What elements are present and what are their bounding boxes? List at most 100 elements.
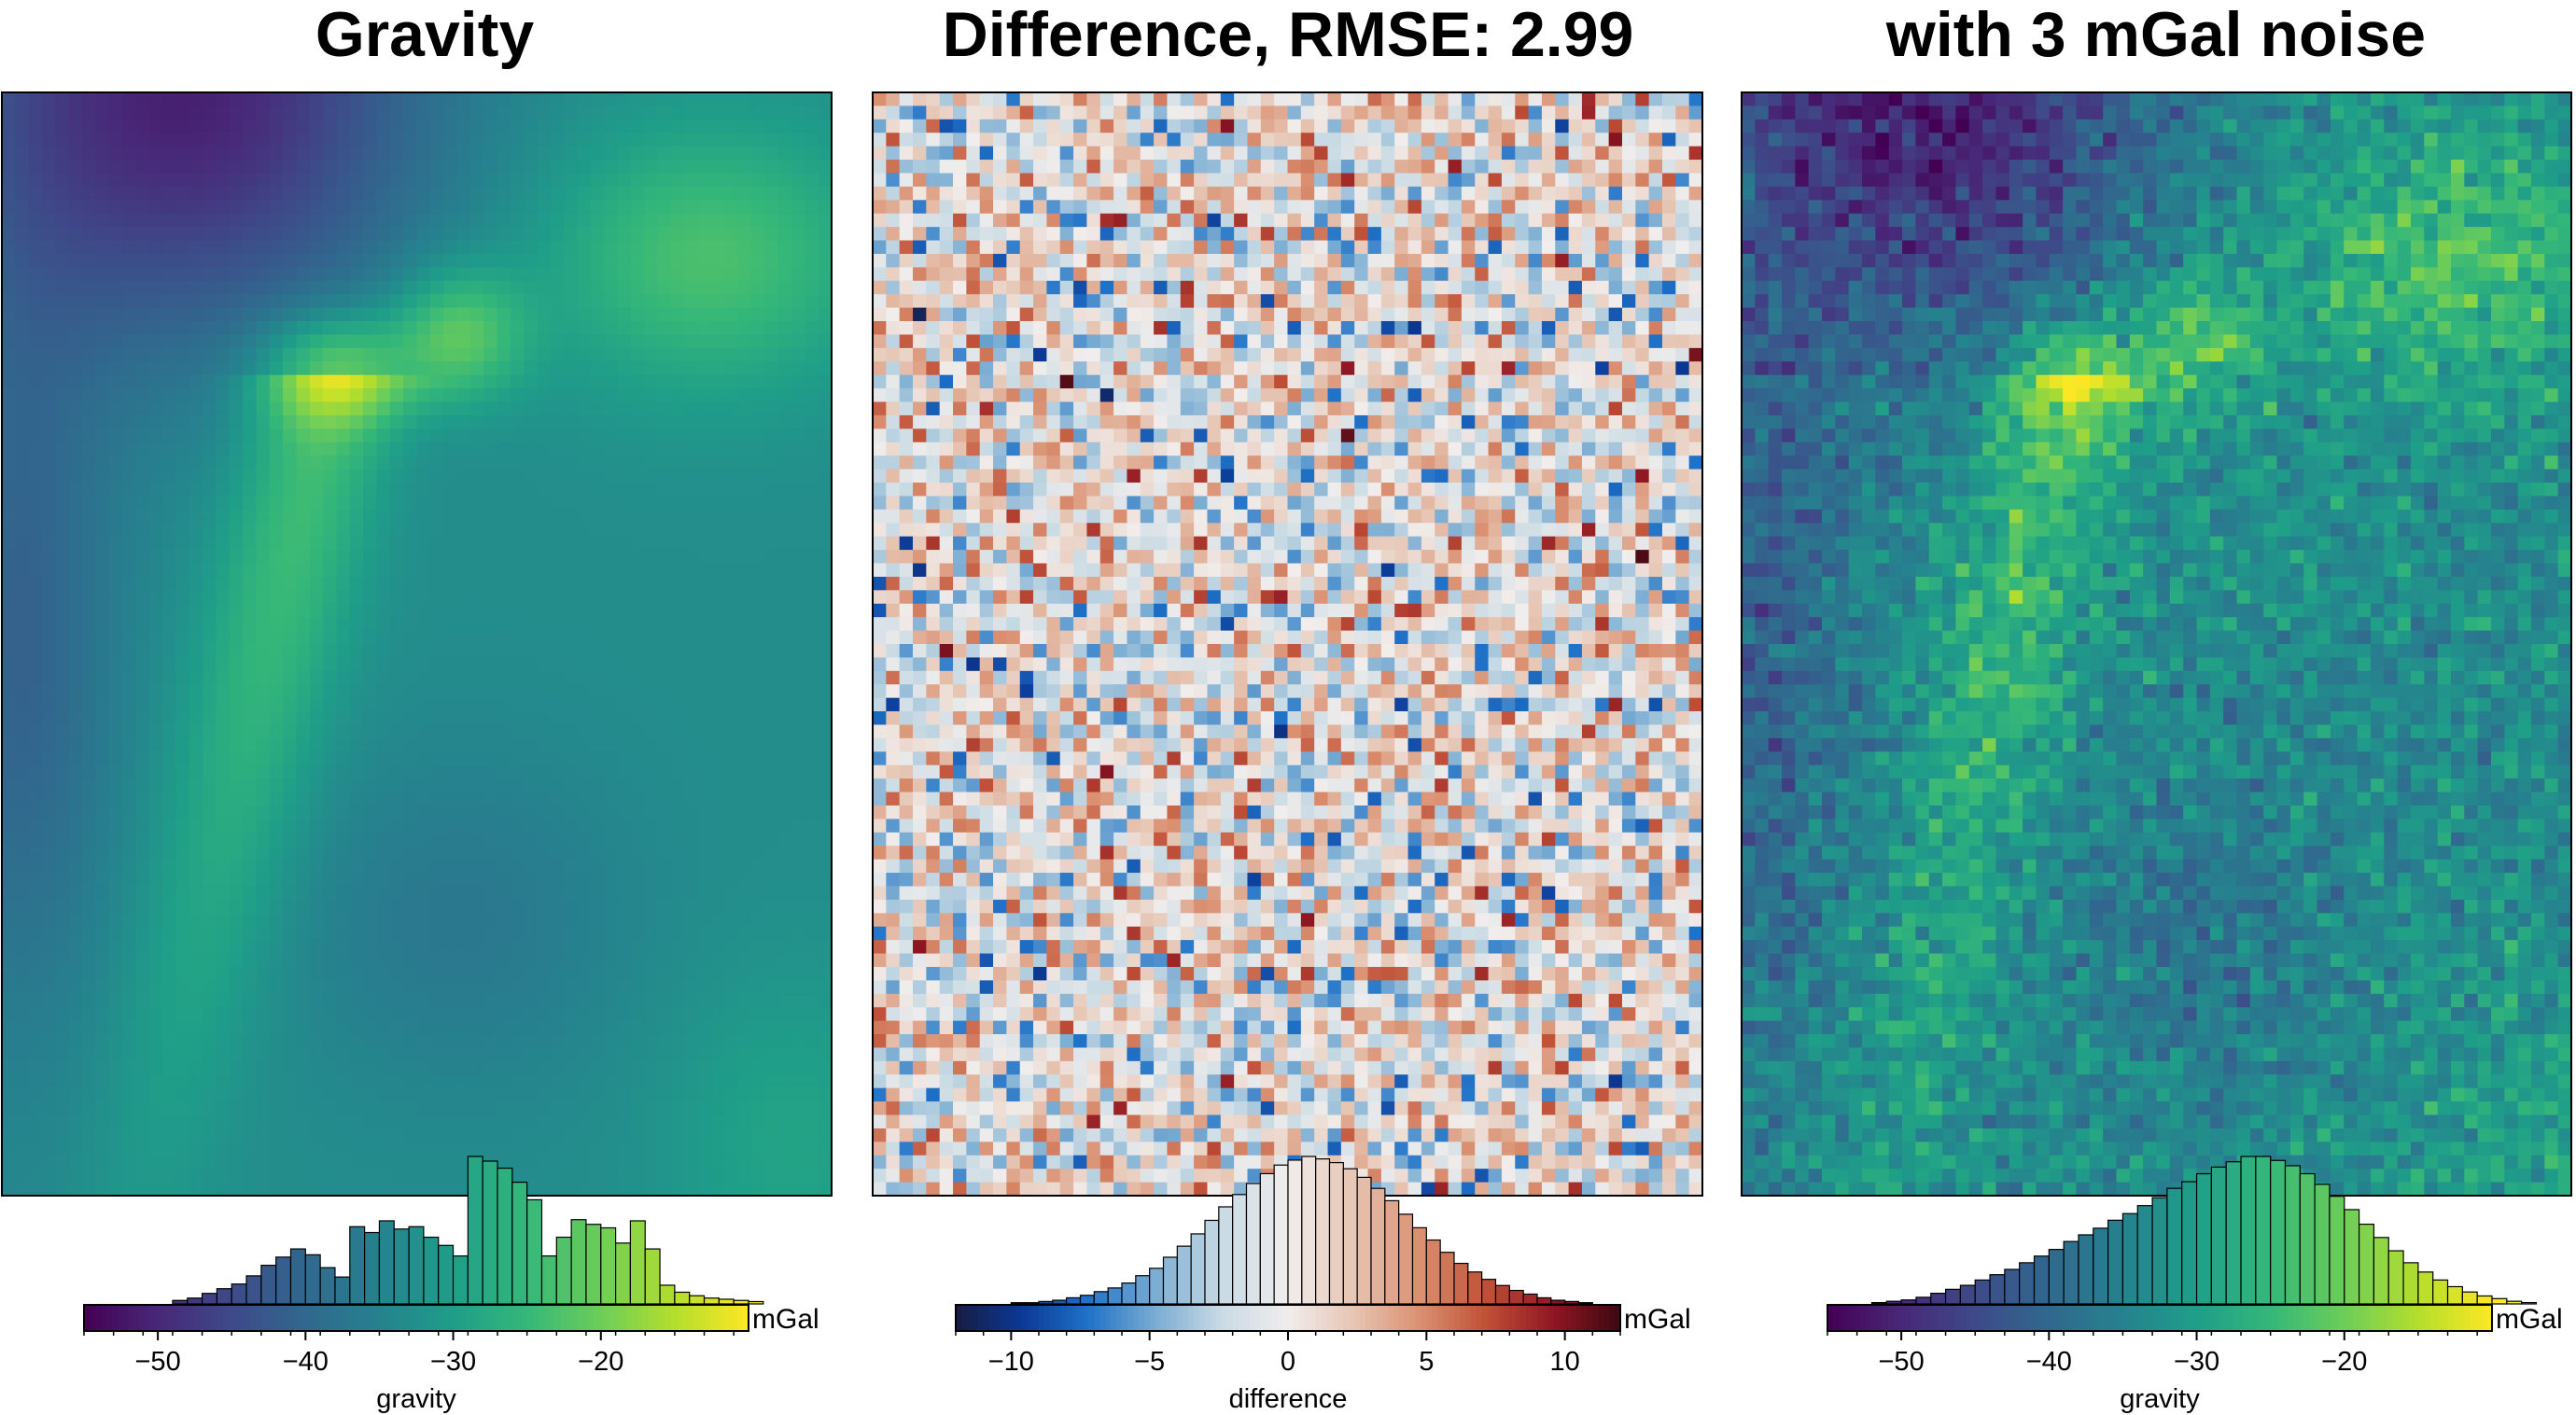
heatmap-cell bbox=[256, 926, 271, 941]
heatmap-cell bbox=[2, 401, 16, 416]
heatmap-cell bbox=[537, 805, 552, 820]
heatmap-cell bbox=[229, 1114, 244, 1129]
heatmap-cell bbox=[818, 509, 833, 524]
heatmap-cell bbox=[590, 1007, 605, 1022]
heatmap-cell bbox=[256, 846, 271, 861]
heatmap-cell bbox=[630, 550, 645, 565]
heatmap-cell bbox=[389, 590, 404, 605]
heatmap-cell bbox=[443, 347, 458, 362]
heatmap-cell bbox=[403, 267, 418, 282]
heatmap-cell bbox=[537, 819, 552, 834]
heatmap-cell bbox=[296, 846, 311, 861]
heatmap-cell bbox=[256, 200, 271, 215]
heatmap-cell bbox=[28, 657, 43, 672]
heatmap-cell bbox=[510, 1101, 525, 1116]
heatmap-cell bbox=[28, 940, 43, 955]
heatmap-cell bbox=[737, 361, 752, 376]
heatmap-cell bbox=[497, 307, 511, 322]
heatmap-cell bbox=[510, 751, 525, 766]
heatmap-cell bbox=[510, 886, 525, 901]
heatmap-cell bbox=[55, 913, 70, 928]
heatmap-cell bbox=[604, 267, 619, 282]
heatmap-cell bbox=[229, 213, 244, 228]
heatmap-cell bbox=[710, 307, 725, 322]
heatmap-cell bbox=[2, 1101, 16, 1116]
heatmap-cell bbox=[510, 240, 525, 255]
heatmap-cell bbox=[524, 576, 539, 591]
heatmap-cell bbox=[604, 966, 619, 981]
heatmap-cell bbox=[336, 1060, 351, 1075]
heatmap-cell bbox=[296, 200, 311, 215]
heatmap-cell bbox=[389, 523, 404, 538]
heatmap-cell bbox=[617, 805, 632, 820]
heatmap-cell bbox=[550, 200, 565, 215]
heatmap-cell bbox=[710, 1047, 725, 1062]
heatmap-cell bbox=[644, 1128, 659, 1142]
heatmap-cell bbox=[697, 993, 712, 1008]
heatmap-cell bbox=[2, 105, 16, 120]
heatmap-cell bbox=[590, 294, 605, 309]
heatmap-cell bbox=[443, 859, 458, 874]
heatmap-cell bbox=[148, 334, 163, 349]
heatmap-cell bbox=[644, 92, 659, 107]
heatmap-cell bbox=[684, 173, 699, 188]
heatmap-cell bbox=[376, 173, 391, 188]
heatmap-cell bbox=[510, 92, 525, 107]
heatmap-cell bbox=[243, 469, 258, 483]
heatmap-cell bbox=[256, 133, 271, 147]
heatmap-cell bbox=[68, 644, 83, 659]
heatmap-cell bbox=[175, 940, 190, 955]
heatmap-cell bbox=[577, 1087, 592, 1102]
heatmap-cell bbox=[309, 630, 324, 645]
heatmap-cell bbox=[684, 361, 699, 376]
heatmap-cell bbox=[657, 119, 672, 133]
heatmap-cell bbox=[216, 1034, 231, 1049]
heatmap-cell bbox=[135, 684, 150, 699]
heatmap-cell bbox=[283, 1155, 298, 1170]
heatmap-cell bbox=[684, 550, 699, 565]
heatmap-cell bbox=[469, 980, 484, 995]
heatmap-cell bbox=[469, 1114, 484, 1129]
heatmap-cell bbox=[590, 280, 605, 295]
heatmap-cell bbox=[296, 483, 311, 497]
heatmap-cell bbox=[697, 737, 712, 752]
heatmap-cell bbox=[684, 105, 699, 120]
heatmap-cell bbox=[510, 401, 525, 416]
heatmap-cell bbox=[309, 469, 324, 483]
heatmap-cell bbox=[630, 913, 645, 928]
heatmap-cell bbox=[550, 805, 565, 820]
heatmap-cell bbox=[243, 334, 258, 349]
heatmap-cell bbox=[175, 1128, 190, 1142]
heatmap-cell bbox=[216, 630, 231, 645]
heatmap-cell bbox=[296, 307, 311, 322]
heatmap-cell bbox=[564, 186, 579, 201]
heatmap-cell bbox=[564, 737, 579, 752]
heatmap-cell bbox=[429, 1047, 444, 1062]
heatmap-cell bbox=[577, 334, 592, 349]
heatmap-cell bbox=[644, 550, 659, 565]
heatmap-cell bbox=[82, 657, 96, 672]
heatmap-cell bbox=[229, 1034, 244, 1049]
heatmap-cell bbox=[724, 441, 739, 456]
heatmap-cell bbox=[416, 980, 431, 995]
heatmap-cell bbox=[524, 1101, 539, 1116]
heatmap-cell bbox=[175, 670, 190, 685]
heatmap-cell bbox=[189, 563, 203, 578]
heatmap-cell bbox=[429, 496, 444, 511]
heatmap-cell bbox=[256, 294, 271, 309]
heatmap-cell bbox=[296, 859, 311, 874]
heatmap-cell bbox=[805, 859, 819, 874]
heatmap-cell bbox=[28, 414, 43, 429]
heatmap-cell bbox=[537, 483, 552, 497]
heatmap-cell bbox=[497, 644, 511, 659]
heatmap-cell bbox=[296, 496, 311, 511]
heatmap-cell bbox=[764, 576, 779, 591]
heatmap-cell bbox=[15, 509, 30, 524]
heatmap-cell bbox=[630, 213, 645, 228]
heatmap-cell bbox=[336, 886, 351, 901]
heatmap-cell bbox=[537, 832, 552, 847]
heatmap-cell bbox=[456, 684, 471, 699]
heatmap-cell bbox=[630, 859, 645, 874]
heatmap-cell bbox=[68, 792, 83, 806]
heatmap-cell bbox=[684, 1060, 699, 1075]
